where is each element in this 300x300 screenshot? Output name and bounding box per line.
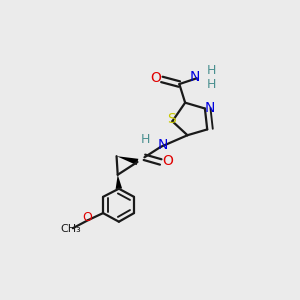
Text: O: O [162, 154, 173, 168]
Polygon shape [117, 156, 138, 165]
Text: H: H [207, 64, 217, 77]
Text: CH₃: CH₃ [61, 224, 81, 234]
Polygon shape [116, 175, 122, 189]
Text: S: S [167, 112, 176, 126]
Text: N: N [158, 138, 168, 152]
Text: O: O [82, 211, 92, 224]
Text: N: N [190, 70, 200, 84]
Text: H: H [207, 78, 217, 91]
Text: H: H [140, 133, 150, 146]
Text: N: N [205, 101, 215, 115]
Text: O: O [151, 71, 161, 85]
